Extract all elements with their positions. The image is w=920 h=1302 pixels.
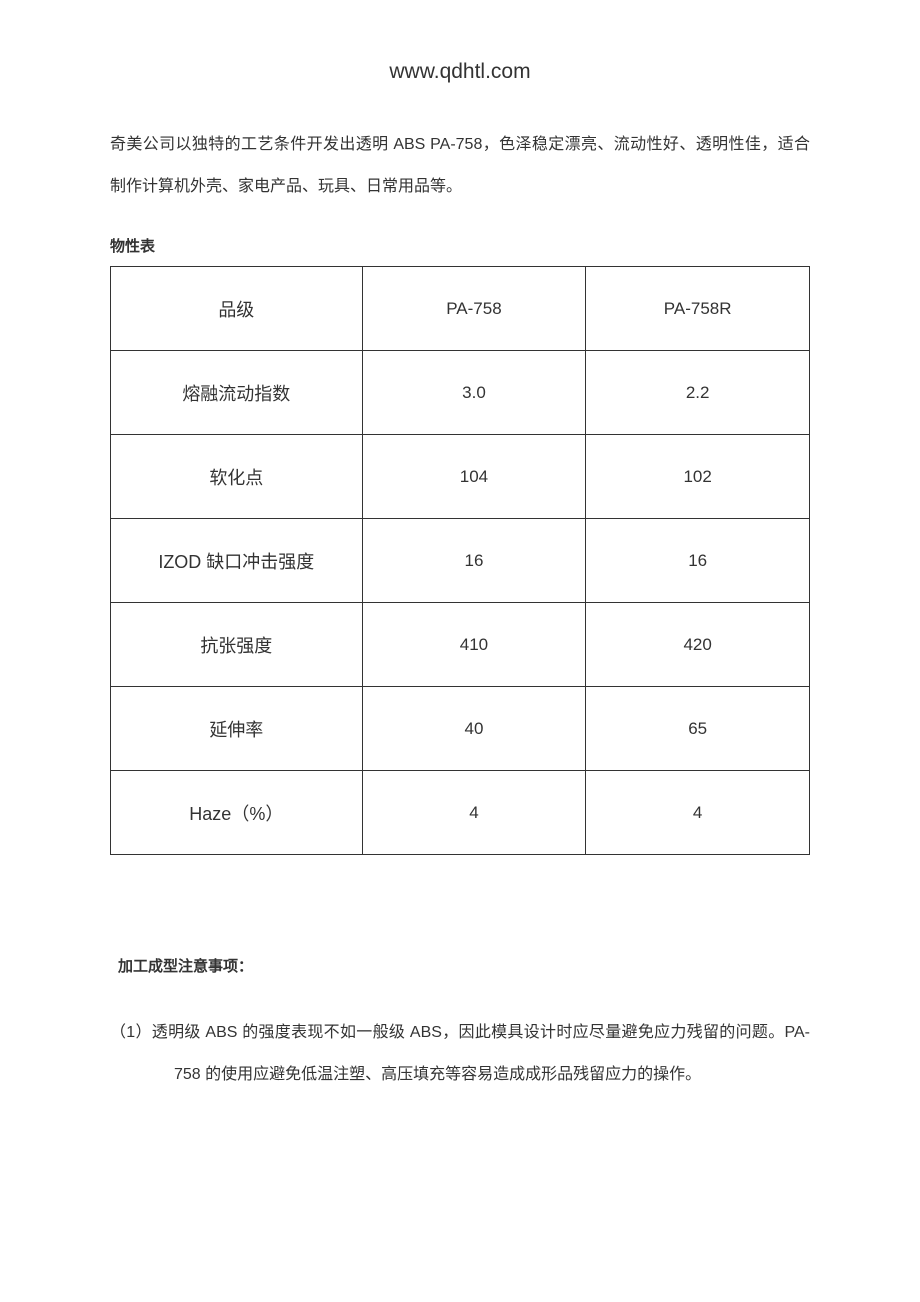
table-row: IZOD 缺口冲击强度 16 16 [111, 519, 810, 603]
intro-paragraph: 奇美公司以独特的工艺条件开发出透明 ABS PA-758，色泽稳定漂亮、流动性好… [110, 124, 810, 207]
table-row: Haze（%） 4 4 [111, 771, 810, 855]
table-row: 抗张强度 410 420 [111, 603, 810, 687]
processing-note-item: （1）透明级 ABS 的强度表现不如一般级 ABS，因此模具设计时应尽量避免应力… [110, 1012, 810, 1095]
table-header-cell: 品级 [111, 267, 363, 351]
table-cell-value: 104 [362, 435, 586, 519]
table-cell-label: 软化点 [111, 435, 363, 519]
table-cell-value: 40 [362, 687, 586, 771]
table-cell-value: 16 [362, 519, 586, 603]
table-row: 延伸率 40 65 [111, 687, 810, 771]
table-cell-value: 410 [362, 603, 586, 687]
page-header-url: www.qdhtl.com [110, 60, 810, 84]
table-header-row: 品级 PA-758 PA-758R [111, 267, 810, 351]
table-cell-label: Haze（%） [111, 771, 363, 855]
table-cell-value: 4 [586, 771, 810, 855]
properties-table-title: 物性表 [110, 235, 810, 256]
table-cell-label: 熔融流动指数 [111, 351, 363, 435]
table-cell-value: 102 [586, 435, 810, 519]
table-row: 软化点 104 102 [111, 435, 810, 519]
table-cell-value: 3.0 [362, 351, 586, 435]
table-cell-label: 抗张强度 [111, 603, 363, 687]
table-cell-value: 420 [586, 603, 810, 687]
table-cell-label: 延伸率 [111, 687, 363, 771]
table-cell-value: 4 [362, 771, 586, 855]
table-cell-value: 16 [586, 519, 810, 603]
table-cell-label: IZOD 缺口冲击强度 [111, 519, 363, 603]
table-header-cell: PA-758R [586, 267, 810, 351]
table-cell-value: 65 [586, 687, 810, 771]
table-header-cell: PA-758 [362, 267, 586, 351]
table-row: 熔融流动指数 3.0 2.2 [111, 351, 810, 435]
processing-notes-title: 加工成型注意事项： [118, 955, 810, 976]
properties-table: 品级 PA-758 PA-758R 熔融流动指数 3.0 2.2 软化点 104… [110, 266, 810, 855]
table-cell-value: 2.2 [586, 351, 810, 435]
